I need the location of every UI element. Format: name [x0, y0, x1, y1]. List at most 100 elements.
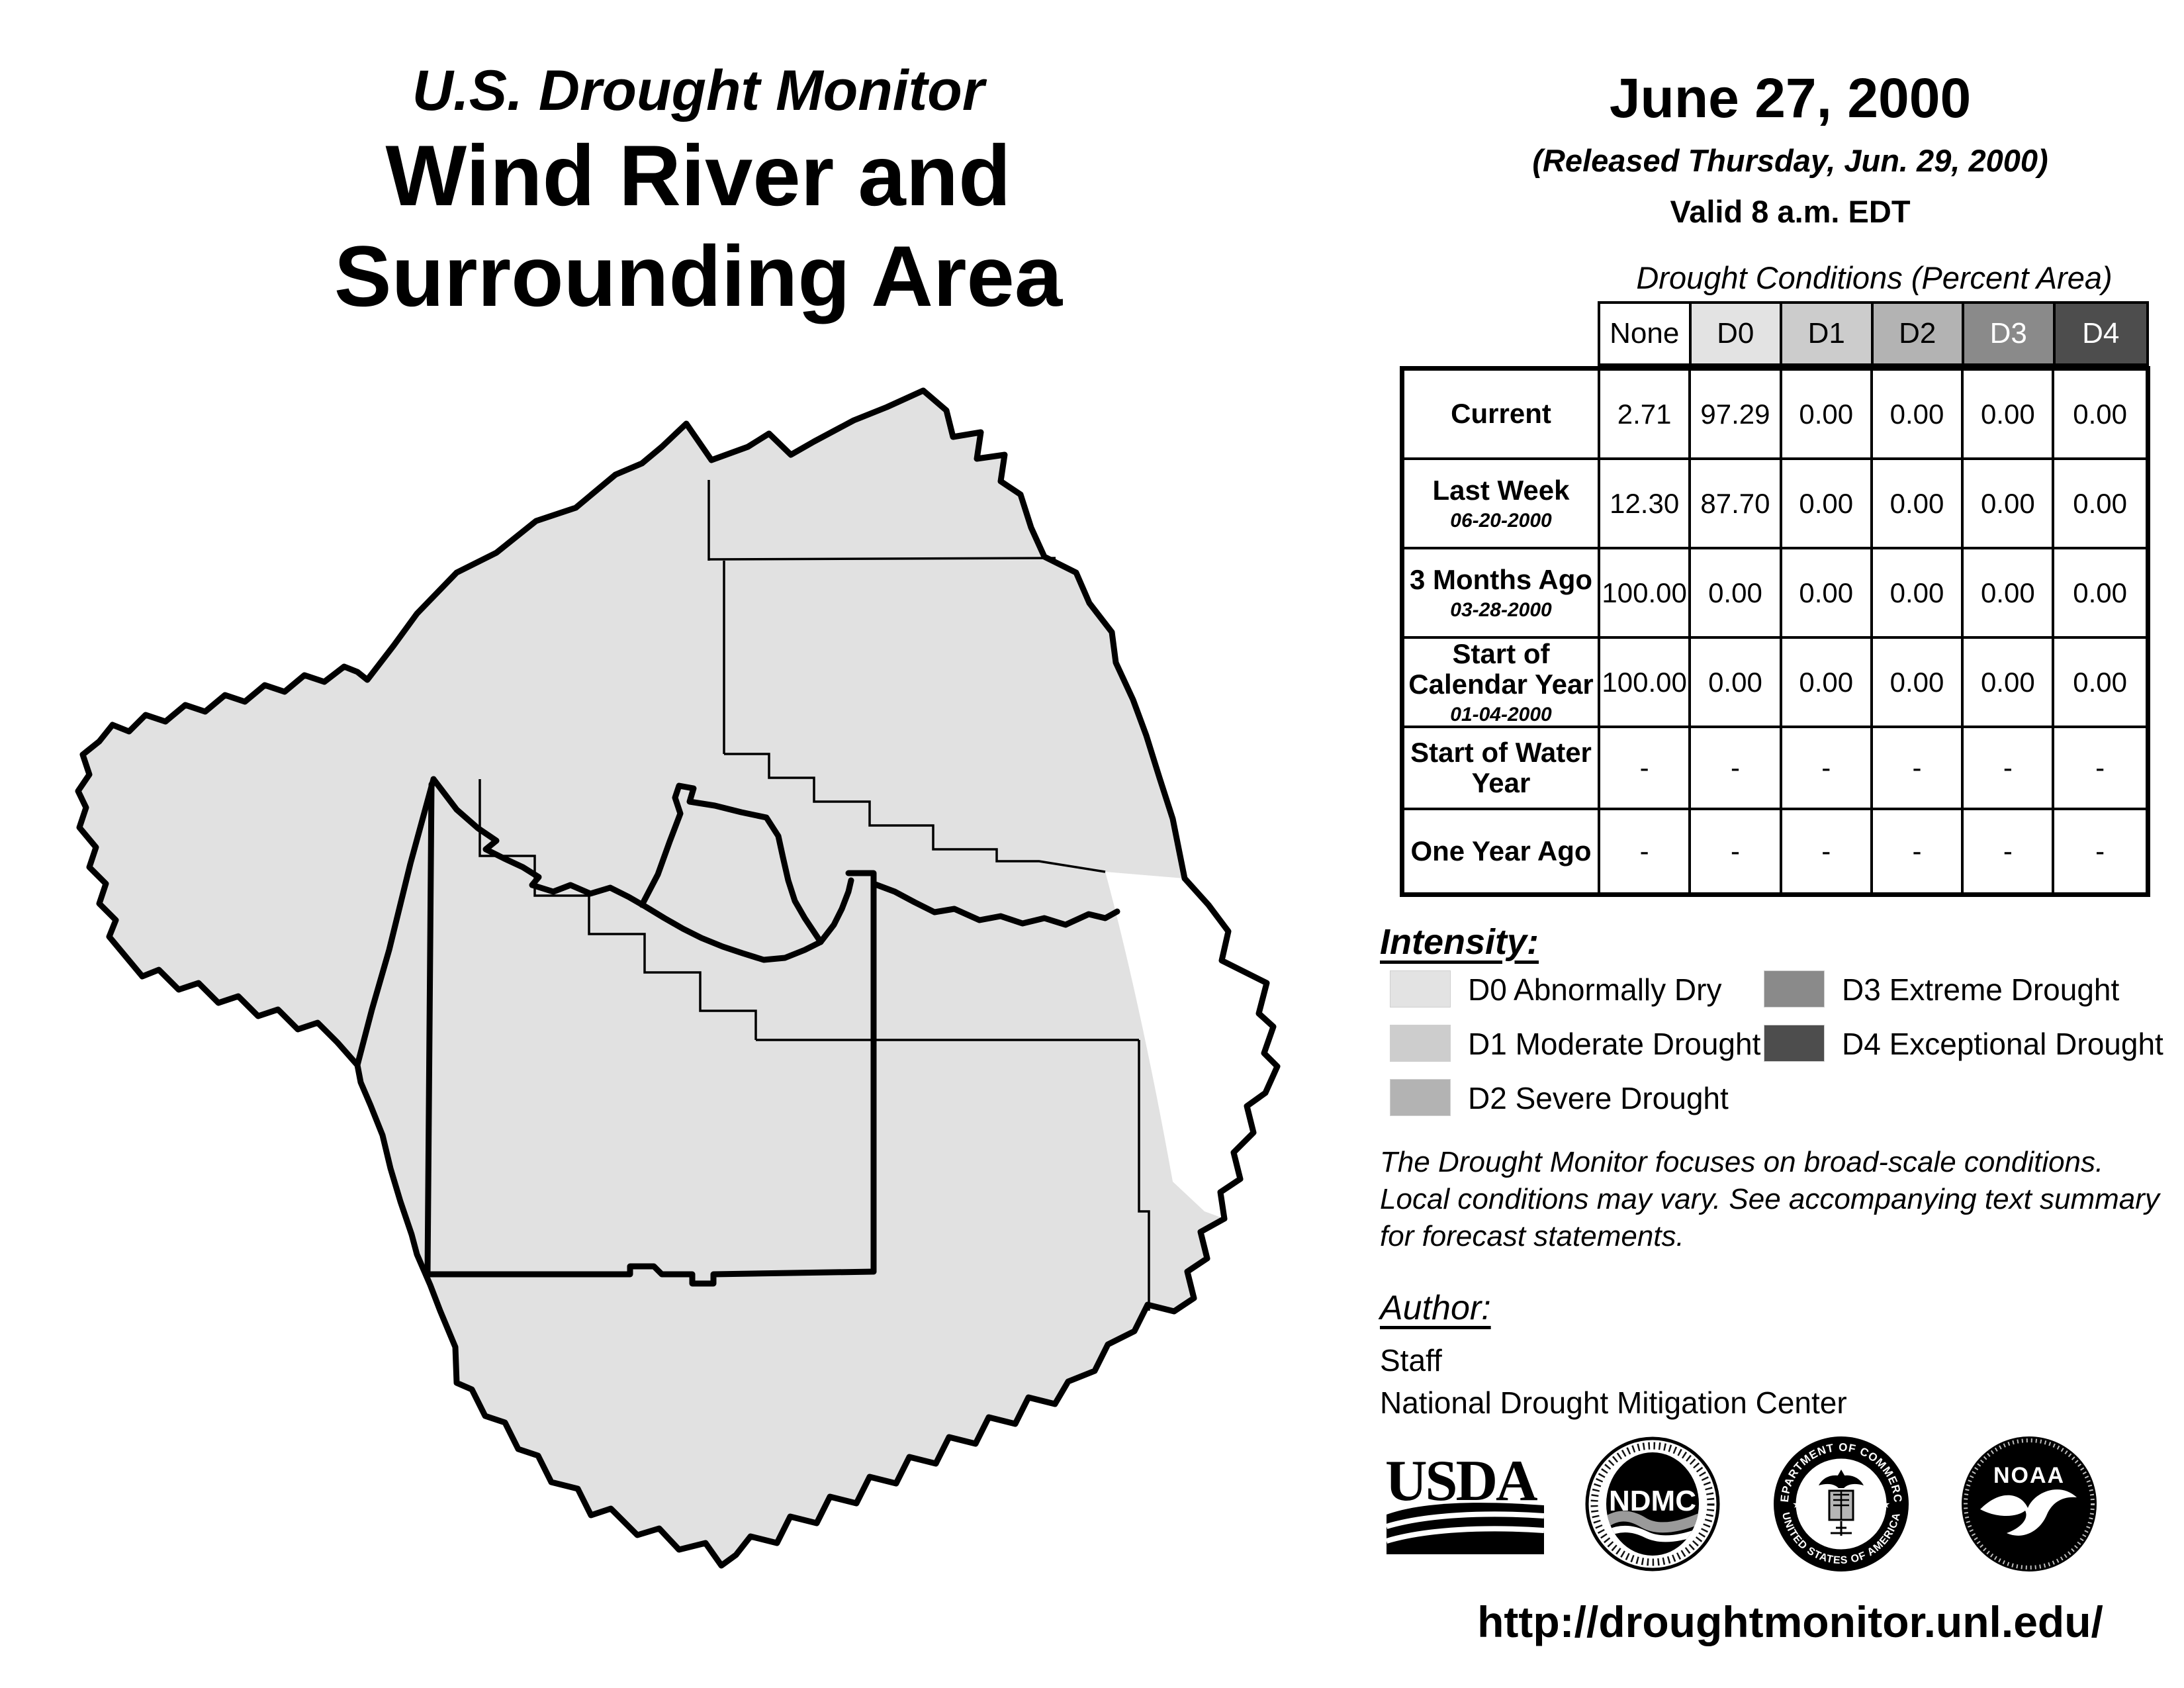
row-sublabel: 01-04-2000 — [1450, 704, 1552, 726]
table-cell: - — [1873, 810, 1964, 892]
noaa-logo: NOAA — [1962, 1436, 2097, 1571]
col-header-d0: D0 — [1691, 304, 1782, 363]
legend-swatch-d1 — [1390, 1025, 1451, 1062]
usda-logo: USDA — [1387, 1449, 1545, 1554]
row-label: 3 Months Ago 03-28-2000 — [1404, 549, 1600, 639]
legend-label-d3: D3 Extreme Drought — [1842, 972, 2120, 1007]
col-header-none: None — [1600, 304, 1692, 363]
svg-text:★: ★ — [1881, 1499, 1890, 1511]
table-cell: 0.00 — [2054, 371, 2146, 460]
table-cell: - — [2095, 835, 2105, 867]
row-label: Last Week 06-20-2000 — [1404, 460, 1600, 549]
noaa-logo-text: NOAA — [1993, 1463, 2065, 1488]
table-cell: 0.00 — [1691, 639, 1782, 728]
col-header-d2: D2 — [1873, 304, 1964, 363]
table-cell: 0.00 — [1964, 371, 2055, 460]
row-label: Start of Water Year — [1404, 728, 1600, 810]
table-body: Current 2.71 97.29 0.00 0.00 0.00 0.00 L… — [1400, 366, 2150, 897]
disclaimer-line: The Drought Monitor focuses on broad-sca… — [1380, 1146, 2104, 1178]
legend-label-d1: D1 Moderate Drought — [1468, 1027, 1761, 1061]
page-title-line2: Surrounding Area — [334, 228, 1063, 324]
table-cell: - — [1691, 728, 1782, 810]
legend-heading: Intensity: — [1380, 922, 1539, 962]
table-cell: - — [1872, 728, 1964, 810]
row-sublabel: 06-20-2000 — [1450, 510, 1552, 532]
col-header-d3: D3 — [1964, 304, 2056, 363]
row-label: Start of Calendar Year 01-04-2000 — [1404, 637, 1600, 728]
doc-eagle-icon — [1819, 1470, 1864, 1488]
row-label-text: 3 Months Ago — [1409, 563, 1593, 595]
table-cell: 0.00 — [1782, 460, 1873, 549]
table-cell: 0.00 — [1872, 371, 1964, 460]
legend-swatch-d2 — [1390, 1079, 1451, 1116]
table-cell: - — [1600, 728, 1692, 810]
legend-swatch-d0 — [1390, 970, 1451, 1008]
row-label-text: One Year Ago — [1410, 835, 1592, 867]
table-cell: - — [1964, 728, 2055, 810]
col-header-d1: D1 — [1782, 304, 1874, 363]
legend-label-d2: D2 Severe Drought — [1468, 1081, 1729, 1115]
table-cell: 0.00 — [2054, 639, 2146, 728]
table-cell: 0.00 — [2054, 460, 2146, 549]
svg-text:★: ★ — [1792, 1499, 1801, 1511]
table-cell: 0.00 — [1964, 549, 2055, 639]
legend-swatch-d3 — [1764, 970, 1825, 1008]
table-cell: 0.00 — [1872, 460, 1964, 549]
table-cell: - — [1691, 810, 1782, 892]
author-heading: Author: — [1380, 1289, 1491, 1327]
table-cell: 97.29 — [1691, 371, 1782, 460]
table-cell: 100.00 — [1600, 549, 1692, 639]
drought-monitor-url: http://droughtmonitor.unl.edu/ — [1477, 1597, 2103, 1646]
table-cell: - — [1782, 810, 1873, 892]
drought-conditions-table: None D0 D1 D2 D3 D4 Current 2.71 97.29 0… — [1400, 301, 2150, 897]
table-cell: 12.30 — [1600, 460, 1692, 549]
table-cell: 0.00 — [1872, 639, 1964, 728]
table-cell: - — [1964, 810, 2055, 892]
map-region-d0-fill — [78, 391, 1277, 1566]
table-cell: 0.00 — [1691, 549, 1782, 639]
row-label: One Year Ago — [1404, 810, 1600, 892]
row-label-text: Last Week — [1432, 474, 1570, 506]
table-cell: - — [2054, 728, 2146, 810]
disclaimer-text: The Drought Monitor focuses on broad-sca… — [1380, 1144, 2161, 1255]
page-title-line1: Wind River and — [385, 127, 1011, 224]
table-cell: 87.70 — [1691, 460, 1782, 549]
drought-map — [75, 387, 1281, 1569]
row-label-text: Start of Calendar Year — [1408, 637, 1594, 700]
table-cell: - — [1782, 728, 1873, 810]
basin-outline — [75, 387, 1281, 1569]
ndmc-logo-text: NDMC — [1609, 1485, 1696, 1517]
table-caption: Drought Conditions (Percent Area) — [1636, 260, 2113, 295]
map-region-none-fill — [1105, 872, 1277, 1219]
usda-logo-text: USDA — [1387, 1449, 1537, 1513]
county-lines — [478, 480, 1150, 1311]
row-label: Current — [1404, 371, 1600, 460]
table-cell: 0.00 — [2054, 549, 2146, 639]
author-org: National Drought Mitigation Center — [1380, 1385, 1847, 1420]
legend-label-d0: D0 Abnormally Dry — [1468, 972, 1722, 1007]
noaa-seagull-icon — [1980, 1489, 2077, 1536]
table-cell: 0.00 — [1782, 549, 1873, 639]
reservation-and-river-lines — [354, 776, 1120, 1287]
release-date: (Released Thursday, Jun. 29, 2000) — [1532, 143, 2048, 178]
row-label-text: Start of Water Year — [1410, 736, 1592, 798]
row-sublabel: 03-28-2000 — [1450, 599, 1552, 622]
table-cell: 100.00 — [1600, 639, 1692, 728]
col-header-d4: D4 — [2055, 304, 2146, 363]
table-cell: 0.00 — [1782, 371, 1873, 460]
table-cell: - — [1600, 810, 1692, 892]
disclaimer-line: for forecast statements. — [1380, 1219, 1684, 1252]
table-cell: 0.00 — [1964, 639, 2055, 728]
valid-time: Valid 8 a.m. EDT — [1670, 194, 1911, 229]
author-name: Staff — [1380, 1343, 1442, 1378]
legend-swatch-d4 — [1764, 1025, 1825, 1062]
report-kicker: U.S. Drought Monitor — [412, 59, 985, 122]
department-of-commerce-seal: DEPARTMENT OF COMMERCE UNITED STATES OF … — [1772, 1435, 1909, 1571]
table-cell: 0.00 — [1872, 549, 1964, 639]
disclaimer-line: Local conditions may vary. See accompany… — [1380, 1182, 2160, 1215]
row-label-text: Current — [1451, 398, 1551, 430]
ndmc-logo: NDMC — [1585, 1436, 1720, 1571]
table-header-row: None D0 D1 D2 D3 D4 — [1598, 301, 2149, 366]
map-date: June 27, 2000 — [1609, 67, 1972, 129]
